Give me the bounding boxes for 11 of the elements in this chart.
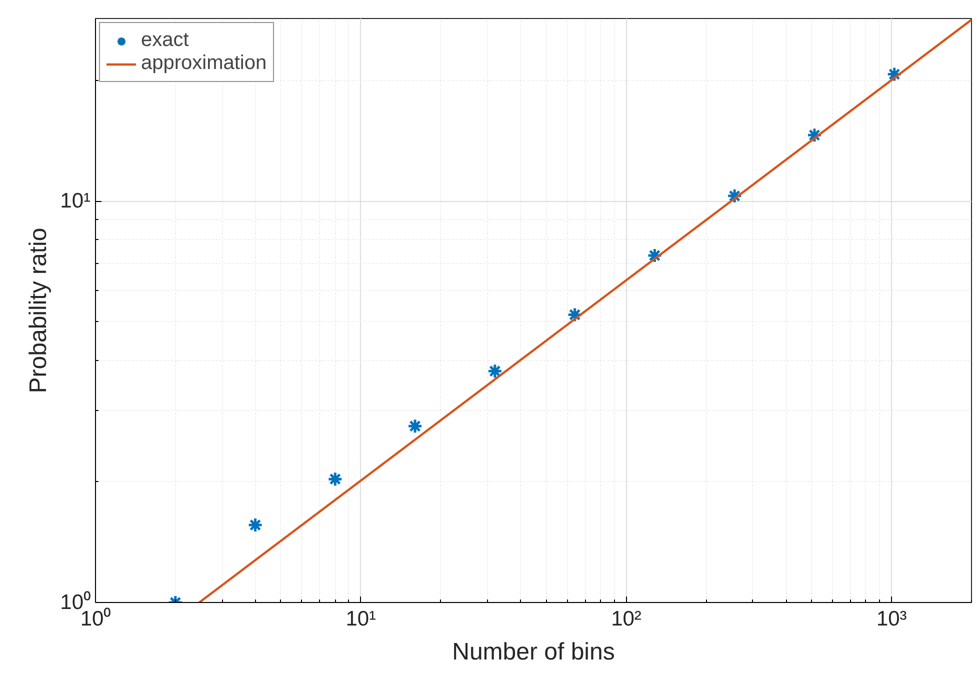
point: [327, 471, 343, 487]
legend-label: approximation: [141, 52, 267, 75]
legend-label: exact: [141, 29, 189, 52]
y-axis-title: Probability ratio: [25, 228, 52, 394]
x-axis-title: Number of bins: [452, 638, 615, 666]
x-tick-label: 10¹: [346, 608, 376, 630]
x-tick-label: 10³: [876, 608, 907, 630]
point: [407, 418, 423, 434]
point: [248, 517, 264, 533]
x-tick-label: 10²: [611, 608, 642, 630]
point: [487, 363, 503, 379]
